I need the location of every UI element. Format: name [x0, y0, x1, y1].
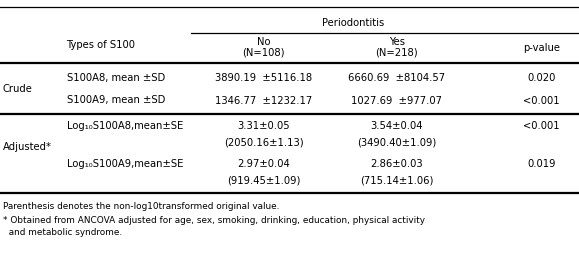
Text: <0.001: <0.001	[523, 95, 560, 106]
Text: 3.31±0.05: 3.31±0.05	[237, 121, 290, 131]
Text: 6660.69  ±8104.57: 6660.69 ±8104.57	[348, 73, 445, 83]
Text: 0.019: 0.019	[527, 159, 556, 169]
Text: 2.86±0.03: 2.86±0.03	[371, 159, 423, 169]
Text: 0.020: 0.020	[527, 73, 556, 83]
Text: Types of S100: Types of S100	[67, 40, 135, 50]
Text: Adjusted*: Adjusted*	[3, 142, 52, 152]
Text: Crude: Crude	[3, 84, 33, 94]
Text: S100A8, mean ±SD: S100A8, mean ±SD	[67, 73, 165, 83]
Text: No: No	[256, 36, 270, 47]
Text: Periodontitis: Periodontitis	[322, 18, 384, 28]
Text: p-value: p-value	[523, 43, 560, 53]
Text: (N=218): (N=218)	[375, 47, 418, 57]
Text: <0.001: <0.001	[523, 121, 560, 131]
Text: (3490.40±1.09): (3490.40±1.09)	[357, 137, 436, 148]
Text: (2050.16±1.13): (2050.16±1.13)	[223, 137, 303, 148]
Text: (715.14±1.06): (715.14±1.06)	[360, 176, 433, 186]
Text: Log₁₀S100A9,mean±SE: Log₁₀S100A9,mean±SE	[67, 159, 183, 169]
Text: S100A9, mean ±SD: S100A9, mean ±SD	[67, 95, 165, 106]
Text: (N=108): (N=108)	[242, 47, 285, 57]
Text: * Obtained from ANCOVA adjusted for age, sex, smoking, drinking, education, phys: * Obtained from ANCOVA adjusted for age,…	[3, 216, 425, 225]
Text: 1346.77  ±1232.17: 1346.77 ±1232.17	[215, 95, 312, 106]
Text: Parenthesis denotes the non-log10transformed original value.: Parenthesis denotes the non-log10transfo…	[3, 202, 279, 211]
Text: and metabolic syndrome.: and metabolic syndrome.	[3, 228, 122, 237]
Text: 1027.69  ±977.07: 1027.69 ±977.07	[351, 95, 442, 106]
Text: 3890.19  ±5116.18: 3890.19 ±5116.18	[215, 73, 312, 83]
Text: Log₁₀S100A8,mean±SE: Log₁₀S100A8,mean±SE	[67, 121, 183, 131]
Text: 3.54±0.04: 3.54±0.04	[371, 121, 423, 131]
Text: 2.97±0.04: 2.97±0.04	[237, 159, 290, 169]
Text: (919.45±1.09): (919.45±1.09)	[227, 176, 300, 186]
Text: Yes: Yes	[389, 36, 405, 47]
